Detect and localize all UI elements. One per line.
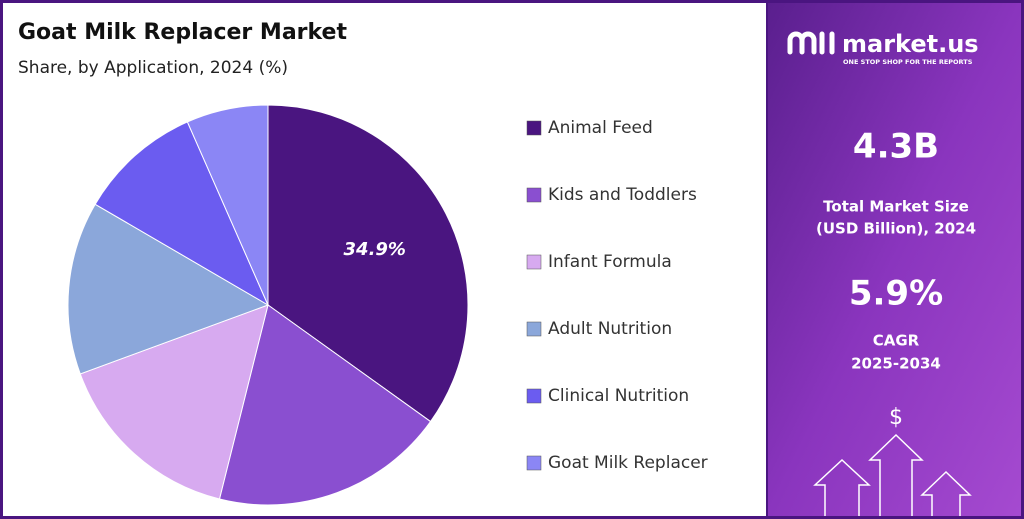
cagr-label: CAGR <box>873 332 920 350</box>
market-size-label: Total Market Size <box>823 198 969 216</box>
market-size-label: (USD Billion), 2024 <box>816 220 976 238</box>
currency-icon: $ <box>889 405 903 430</box>
cagr: 5.9% <box>849 274 943 314</box>
pie: 34.9% <box>67 104 469 506</box>
legend-label: Infant Formula <box>548 252 672 272</box>
legend-swatch <box>526 455 542 471</box>
data-label: 34.9% <box>344 239 406 260</box>
arrow <box>868 433 924 516</box>
pie-slice <box>186 104 269 306</box>
chart-subtitle: Share, by Application, 2024 (%) <box>18 58 288 78</box>
cagr-label: 2025-2034 <box>851 355 941 373</box>
brand: market.us <box>842 30 979 58</box>
pie-slice <box>94 121 270 307</box>
legend-swatch <box>526 187 542 203</box>
legend-swatch <box>526 254 542 270</box>
legend-swatch <box>526 321 542 337</box>
legend-swatch <box>526 120 542 136</box>
legend-label: Goat Milk Replacer <box>548 453 708 473</box>
legend-swatch <box>526 388 542 404</box>
logo <box>787 31 835 55</box>
pie-slice <box>67 203 270 375</box>
arrow <box>920 470 972 516</box>
market-size: 4.3B <box>853 127 939 167</box>
legend-label: Clinical Nutrition <box>548 386 689 406</box>
info-panel <box>768 3 1021 516</box>
pie-slice <box>218 304 432 506</box>
chart-title: Goat Milk Replacer Market <box>18 20 347 45</box>
legend-label: Kids and Toddlers <box>548 185 697 205</box>
arrow <box>813 458 871 516</box>
legend-label: Animal Feed <box>548 118 653 138</box>
tagline: ONE STOP SHOP FOR THE REPORTS <box>843 58 973 66</box>
legend-label: Adult Nutrition <box>548 319 672 339</box>
legend: Animal Feed Kids and Toddlers Infant Formu… <box>526 118 708 473</box>
pie-slice <box>267 104 469 423</box>
logo-mark <box>787 31 835 55</box>
arrows <box>813 433 972 516</box>
pie-slice <box>79 304 269 500</box>
